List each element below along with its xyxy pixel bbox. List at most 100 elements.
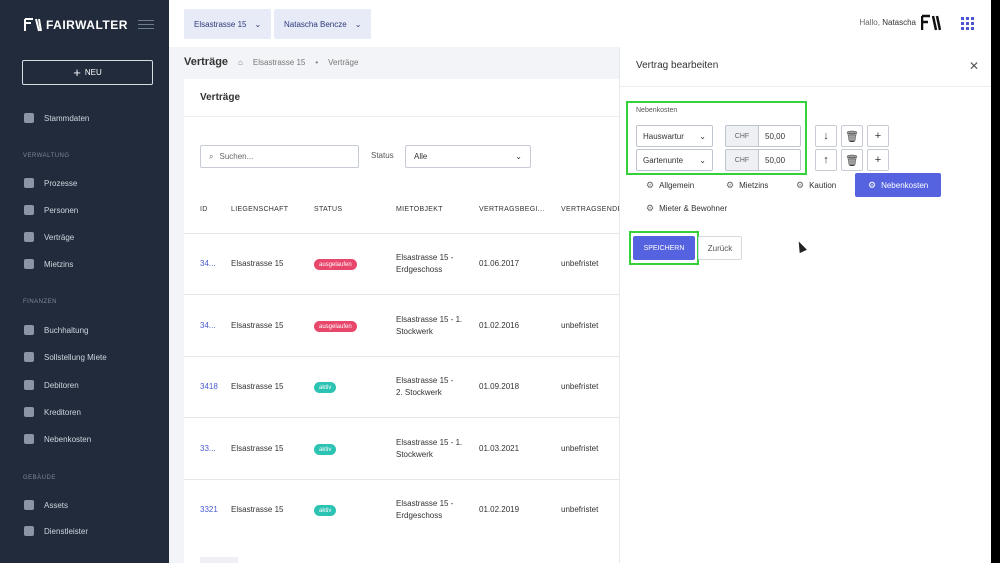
sidebar-item-kreditoren[interactable]: Kreditoren xyxy=(24,407,81,417)
menu-toggle-icon[interactable] xyxy=(138,17,154,32)
amount-input[interactable]: 50,00 xyxy=(758,125,801,147)
sidebar-item-label: Stammdaten xyxy=(44,113,90,123)
contract-id-link[interactable]: 3321 xyxy=(200,505,218,514)
sidebar-item-sollstellung[interactable]: Sollstellung Miete xyxy=(24,352,107,362)
gear-icon: ⚙ xyxy=(726,179,735,190)
column-header-mietobjekt[interactable]: MIETOBJEKT xyxy=(396,206,443,213)
greeting-text: Hallo, xyxy=(859,18,880,27)
table-row[interactable]: 34... Elsastrasse 15 ausgelaufen Elsastr… xyxy=(184,294,620,356)
sidebar-item-assets[interactable]: Assets xyxy=(24,500,68,510)
sidebar-item-vertraege[interactable]: Verträge xyxy=(24,232,74,242)
cost-type-select[interactable]: Gartenunte ⌄ xyxy=(636,149,713,171)
apps-grid-icon[interactable] xyxy=(961,17,974,30)
cost-type-value: Hauswartur xyxy=(643,131,684,141)
home-icon[interactable]: ⌂ xyxy=(238,57,243,67)
tab-kaution[interactable]: ⚙ Kaution xyxy=(796,174,836,196)
coins-icon xyxy=(24,259,34,269)
page-title: Verträge xyxy=(184,56,229,68)
column-header-liegenschaft[interactable]: LIEGENSCHAFT xyxy=(231,206,289,213)
sidebar-section-title: FINANZEN xyxy=(23,299,57,305)
tab-nebenkosten[interactable]: ⚙ Nebenkosten xyxy=(855,173,942,197)
user-selector[interactable]: Natascha Bencze ⌄ xyxy=(274,9,372,39)
column-header-id[interactable]: ID xyxy=(200,206,208,213)
delete-button[interactable]: 🗑 xyxy=(841,149,863,171)
sidebar-item-personen[interactable]: Personen xyxy=(24,205,78,215)
object-line: Elsastrasse 15 - 1. xyxy=(396,315,463,324)
start-date-cell: 01.03.2021 xyxy=(479,444,520,453)
gear-icon: ⚙ xyxy=(646,179,655,190)
object-line: Elsastrasse 15 - xyxy=(396,376,454,385)
cost-type-value: Gartenunte xyxy=(643,155,684,165)
sidebar-item-stammdaten[interactable]: Stammdaten xyxy=(24,113,89,123)
divider xyxy=(620,86,991,87)
document-icon xyxy=(24,232,34,242)
sidebar-item-prozesse[interactable]: Prozesse xyxy=(24,178,77,188)
object-cell: Elsastrasse 15 - 1. Stockwerk xyxy=(396,314,462,338)
close-icon[interactable]: ✕ xyxy=(968,59,979,73)
contract-id-link[interactable]: 3418 xyxy=(200,382,218,391)
breadcrumb-item: Verträge xyxy=(328,57,359,67)
table-row[interactable]: 34... Elsastrasse 15 ausgelaufen Elsastr… xyxy=(184,233,620,295)
chevron-down-icon: ⌄ xyxy=(354,19,362,29)
tab-allgemein[interactable]: ⚙ Allgemein xyxy=(646,174,694,196)
tab-mietzins[interactable]: ⚙ Mietzins xyxy=(726,174,768,196)
back-button[interactable]: Zurück xyxy=(698,236,742,260)
property-selector[interactable]: Elsastrasse 15 ⌄ xyxy=(184,9,272,39)
sidebar-item-nebenkosten[interactable]: Nebenkosten xyxy=(24,434,91,444)
object-line: Elsastrasse 15 - xyxy=(396,499,454,508)
add-row-button[interactable]: + xyxy=(867,149,889,171)
move-down-button[interactable]: ↓ xyxy=(815,125,837,147)
arrow-down-icon: ↓ xyxy=(823,130,829,142)
start-date-cell: 01.02.2019 xyxy=(479,505,520,514)
inbox-icon xyxy=(24,380,34,390)
user-avatar-icon[interactable] xyxy=(921,14,941,32)
chevron-down-icon: ⌄ xyxy=(254,19,262,29)
table-row[interactable]: 3321 Elsastrasse 15 aktiv Elsastrasse 15… xyxy=(184,479,620,541)
cost-type-select[interactable]: Hauswartur ⌄ xyxy=(636,125,713,147)
property-selector-label: Elsastrasse 15 xyxy=(194,19,247,29)
edit-contract-panel: Vertrag bearbeiten ✕ Nebenkosten Hauswar… xyxy=(619,47,991,563)
search-placeholder: Suchen... xyxy=(219,152,254,161)
search-input[interactable]: ⌕ Suchen... xyxy=(200,145,359,168)
contract-id-link[interactable]: 33... xyxy=(200,444,216,453)
tab-label: Allgemein xyxy=(659,180,695,190)
table-row[interactable]: 3418 Elsastrasse 15 aktiv Elsastrasse 15… xyxy=(184,356,620,418)
column-header-status[interactable]: STATUS xyxy=(314,206,343,213)
breadcrumb-item[interactable]: Elsastrasse 15 xyxy=(252,57,306,67)
end-date-cell: unbefristet xyxy=(561,259,599,268)
delete-button[interactable]: 🗑 xyxy=(841,125,863,147)
table-row[interactable]: 33... Elsastrasse 15 aktiv Elsastrasse 1… xyxy=(184,417,620,479)
status-filter-select[interactable]: Alle ⌄ xyxy=(405,145,531,168)
save-button[interactable]: SPEICHERN xyxy=(633,236,695,260)
start-date-cell: 01.02.2016 xyxy=(479,321,520,330)
outbox-icon xyxy=(24,407,34,417)
sidebar-section-title: GEBÄUDE xyxy=(23,475,56,481)
sidebar-item-label: Assets xyxy=(44,500,69,510)
amount-input[interactable]: 50,00 xyxy=(758,149,801,171)
add-row-button[interactable]: + xyxy=(867,125,889,147)
sidebar-item-label: Debitoren xyxy=(44,380,79,390)
chevron-down-icon: ⌄ xyxy=(515,152,522,161)
sidebar-item-label: Verträge xyxy=(44,232,75,242)
move-up-button[interactable]: ↑ xyxy=(815,149,837,171)
people-icon xyxy=(24,205,34,215)
column-header-vertragsbeginn[interactable]: VERTRAGSBEGI... xyxy=(479,206,545,213)
brand-logo[interactable]: FAIRWALTER xyxy=(24,15,128,35)
pagination[interactable] xyxy=(200,557,238,563)
tools-icon xyxy=(24,526,34,536)
sidebar-item-debitoren[interactable]: Debitoren xyxy=(24,380,79,390)
topbar: Elsastrasse 15 ⌄ Natascha Bencze ⌄ Hallo… xyxy=(169,0,991,47)
sidebar-item-label: Mietzins xyxy=(44,259,74,269)
sidebar-item-dienstleister[interactable]: Dienstleister xyxy=(24,526,88,536)
property-cell: Elsastrasse 15 xyxy=(231,505,284,514)
contract-id-link[interactable]: 34... xyxy=(200,259,216,268)
new-button[interactable]: + NEU xyxy=(22,60,153,85)
flame-icon xyxy=(24,434,34,444)
sidebar-item-mietzins[interactable]: Mietzins xyxy=(24,259,73,269)
column-header-vertragsende[interactable]: VERTRAGSENDE xyxy=(561,206,620,213)
tab-mieter-bewohner[interactable]: ⚙ Mieter & Bewohner xyxy=(646,197,727,219)
object-line: Elsastrasse 15 - 1. xyxy=(396,438,463,447)
sidebar-item-buchhaltung[interactable]: Buchhaltung xyxy=(24,325,88,335)
contract-id-link[interactable]: 34... xyxy=(200,321,216,330)
new-button-label: NEU xyxy=(84,68,102,77)
